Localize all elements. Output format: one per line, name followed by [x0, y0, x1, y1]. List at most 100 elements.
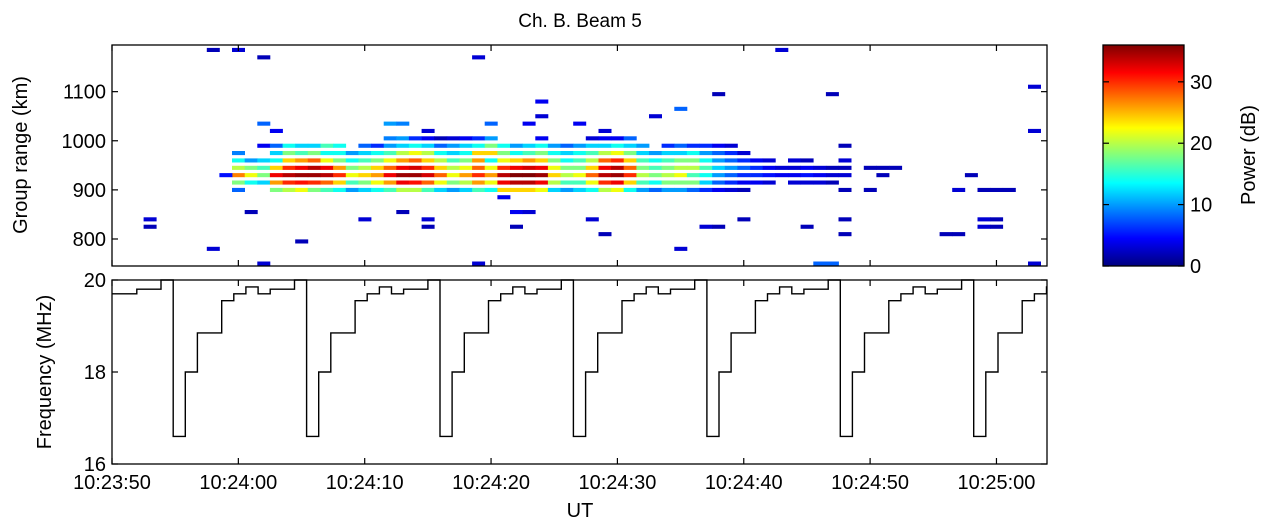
- heatmap-cell: [358, 143, 372, 148]
- heatmap-cell: [421, 136, 435, 141]
- heatmap-cell: [484, 158, 498, 163]
- heatmap-cell: [421, 173, 435, 178]
- heatmap-cell: [522, 210, 536, 215]
- heatmap-cell: [686, 158, 700, 163]
- heatmap-cell: [345, 187, 359, 192]
- heatmap-cell: [421, 165, 435, 170]
- heatmap-cell: [269, 165, 283, 170]
- heatmap-cell: [484, 143, 498, 148]
- heatmap-cell: [295, 173, 309, 178]
- heatmap-cell: [421, 128, 435, 133]
- heatmap-cell: [206, 47, 220, 52]
- heatmap-cell: [649, 151, 662, 156]
- heatmap-cell: [484, 121, 498, 126]
- heatmap-cell: [307, 165, 321, 170]
- heatmap-cell: [573, 151, 587, 156]
- x-tick-label: 10:24:50: [831, 472, 909, 494]
- heatmap-cell: [383, 187, 397, 192]
- heatmap-cell: [674, 187, 688, 192]
- heatmap-cell: [459, 187, 473, 192]
- heatmap-cell: [497, 165, 511, 170]
- heatmap-cell: [737, 165, 751, 170]
- heatmap-cell: [674, 180, 688, 185]
- heatmap-cell: [459, 173, 473, 178]
- heatmap-cell: [573, 143, 587, 148]
- heatmap-cell: [421, 187, 435, 192]
- heatmap-cell: [396, 151, 410, 156]
- heatmap-cell: [838, 217, 852, 222]
- heatmap-cell: [232, 151, 245, 156]
- heatmap-cell: [459, 151, 473, 156]
- heatmap-cell: [712, 187, 726, 192]
- heatmap-cell: [522, 143, 536, 148]
- heatmap-cell: [990, 217, 1004, 222]
- heatmap-cell: [257, 121, 271, 126]
- heatmap-cell: [636, 187, 650, 192]
- heatmap-cell: [396, 121, 410, 126]
- heatmap-cell: [661, 151, 675, 156]
- y-tick-label: 1000: [62, 131, 107, 153]
- heatmap-cell: [598, 180, 612, 185]
- heatmap-cell: [459, 165, 473, 170]
- x-tick-label: 10:24:30: [578, 472, 656, 494]
- heatmap-cell: [585, 180, 599, 185]
- heatmap-cell: [333, 158, 347, 163]
- colorbar-tick-label: 0: [1190, 256, 1201, 278]
- heatmap-cell: [497, 158, 511, 163]
- heatmap-cell: [408, 180, 422, 185]
- heatmap-cell: [775, 47, 789, 52]
- heatmap-cell: [307, 143, 321, 148]
- heatmap-cell: [611, 158, 625, 163]
- heatmap-cell: [269, 173, 283, 178]
- heatmap-cell: [320, 165, 334, 170]
- y-tick-label: 900: [73, 180, 106, 202]
- heatmap-cell: [484, 165, 498, 170]
- heatmap-cell: [1028, 128, 1041, 133]
- heatmap-cell: [547, 151, 561, 156]
- heatmap-cell: [510, 210, 523, 215]
- heatmap-cell: [371, 187, 384, 192]
- heatmap-cell: [598, 173, 612, 178]
- heatmap-cell: [257, 165, 271, 170]
- heatmap-cell: [977, 217, 991, 222]
- heatmap-cell: [396, 143, 410, 148]
- heatmap-cell: [863, 165, 877, 170]
- heatmap-axes-frame: [111, 44, 1048, 267]
- heatmap-cell: [560, 151, 574, 156]
- heatmap-cell: [573, 165, 587, 170]
- heatmap-cell: [535, 180, 549, 185]
- heatmap-cell: [510, 224, 523, 229]
- heatmap-cell: [307, 180, 321, 185]
- heatmap-cell: [623, 187, 637, 192]
- x-tick-label: 10:23:50: [73, 472, 151, 494]
- heatmap-cell: [573, 180, 587, 185]
- heatmap-cell: [371, 180, 384, 185]
- heatmap-cell: [510, 180, 523, 185]
- heatmap-cell: [876, 165, 890, 170]
- heatmap-cell: [674, 158, 688, 163]
- heatmap-cell: [345, 165, 359, 170]
- heatmap-cell: [320, 143, 334, 148]
- heatmap-cell: [585, 217, 599, 222]
- heatmap-cell: [661, 165, 675, 170]
- heatmap-cell: [396, 173, 410, 178]
- heatmap-cell: [674, 246, 688, 251]
- x-tick-label: 10:24:00: [199, 472, 277, 494]
- heatmap-cell: [939, 232, 953, 237]
- heatmap-cell: [952, 187, 966, 192]
- heatmap-cell: [686, 187, 700, 192]
- heatmap-cell: [282, 187, 296, 192]
- heatmap-cell: [585, 173, 599, 178]
- colorbar-tick-label: 20: [1190, 133, 1212, 155]
- heatmap-cell: [623, 173, 637, 178]
- heatmap-cell: [421, 224, 435, 229]
- heatmap-cell: [1028, 84, 1041, 89]
- heatmap-cell: [510, 187, 523, 192]
- heatmap-cell: [358, 165, 372, 170]
- heatmap-cell: [320, 173, 334, 178]
- heatmap-cell: [269, 158, 283, 163]
- heatmap-cell: [699, 151, 713, 156]
- heatmap-cell: [636, 173, 650, 178]
- heatmap-cell: [358, 158, 372, 163]
- heatmap-cell: [813, 261, 827, 266]
